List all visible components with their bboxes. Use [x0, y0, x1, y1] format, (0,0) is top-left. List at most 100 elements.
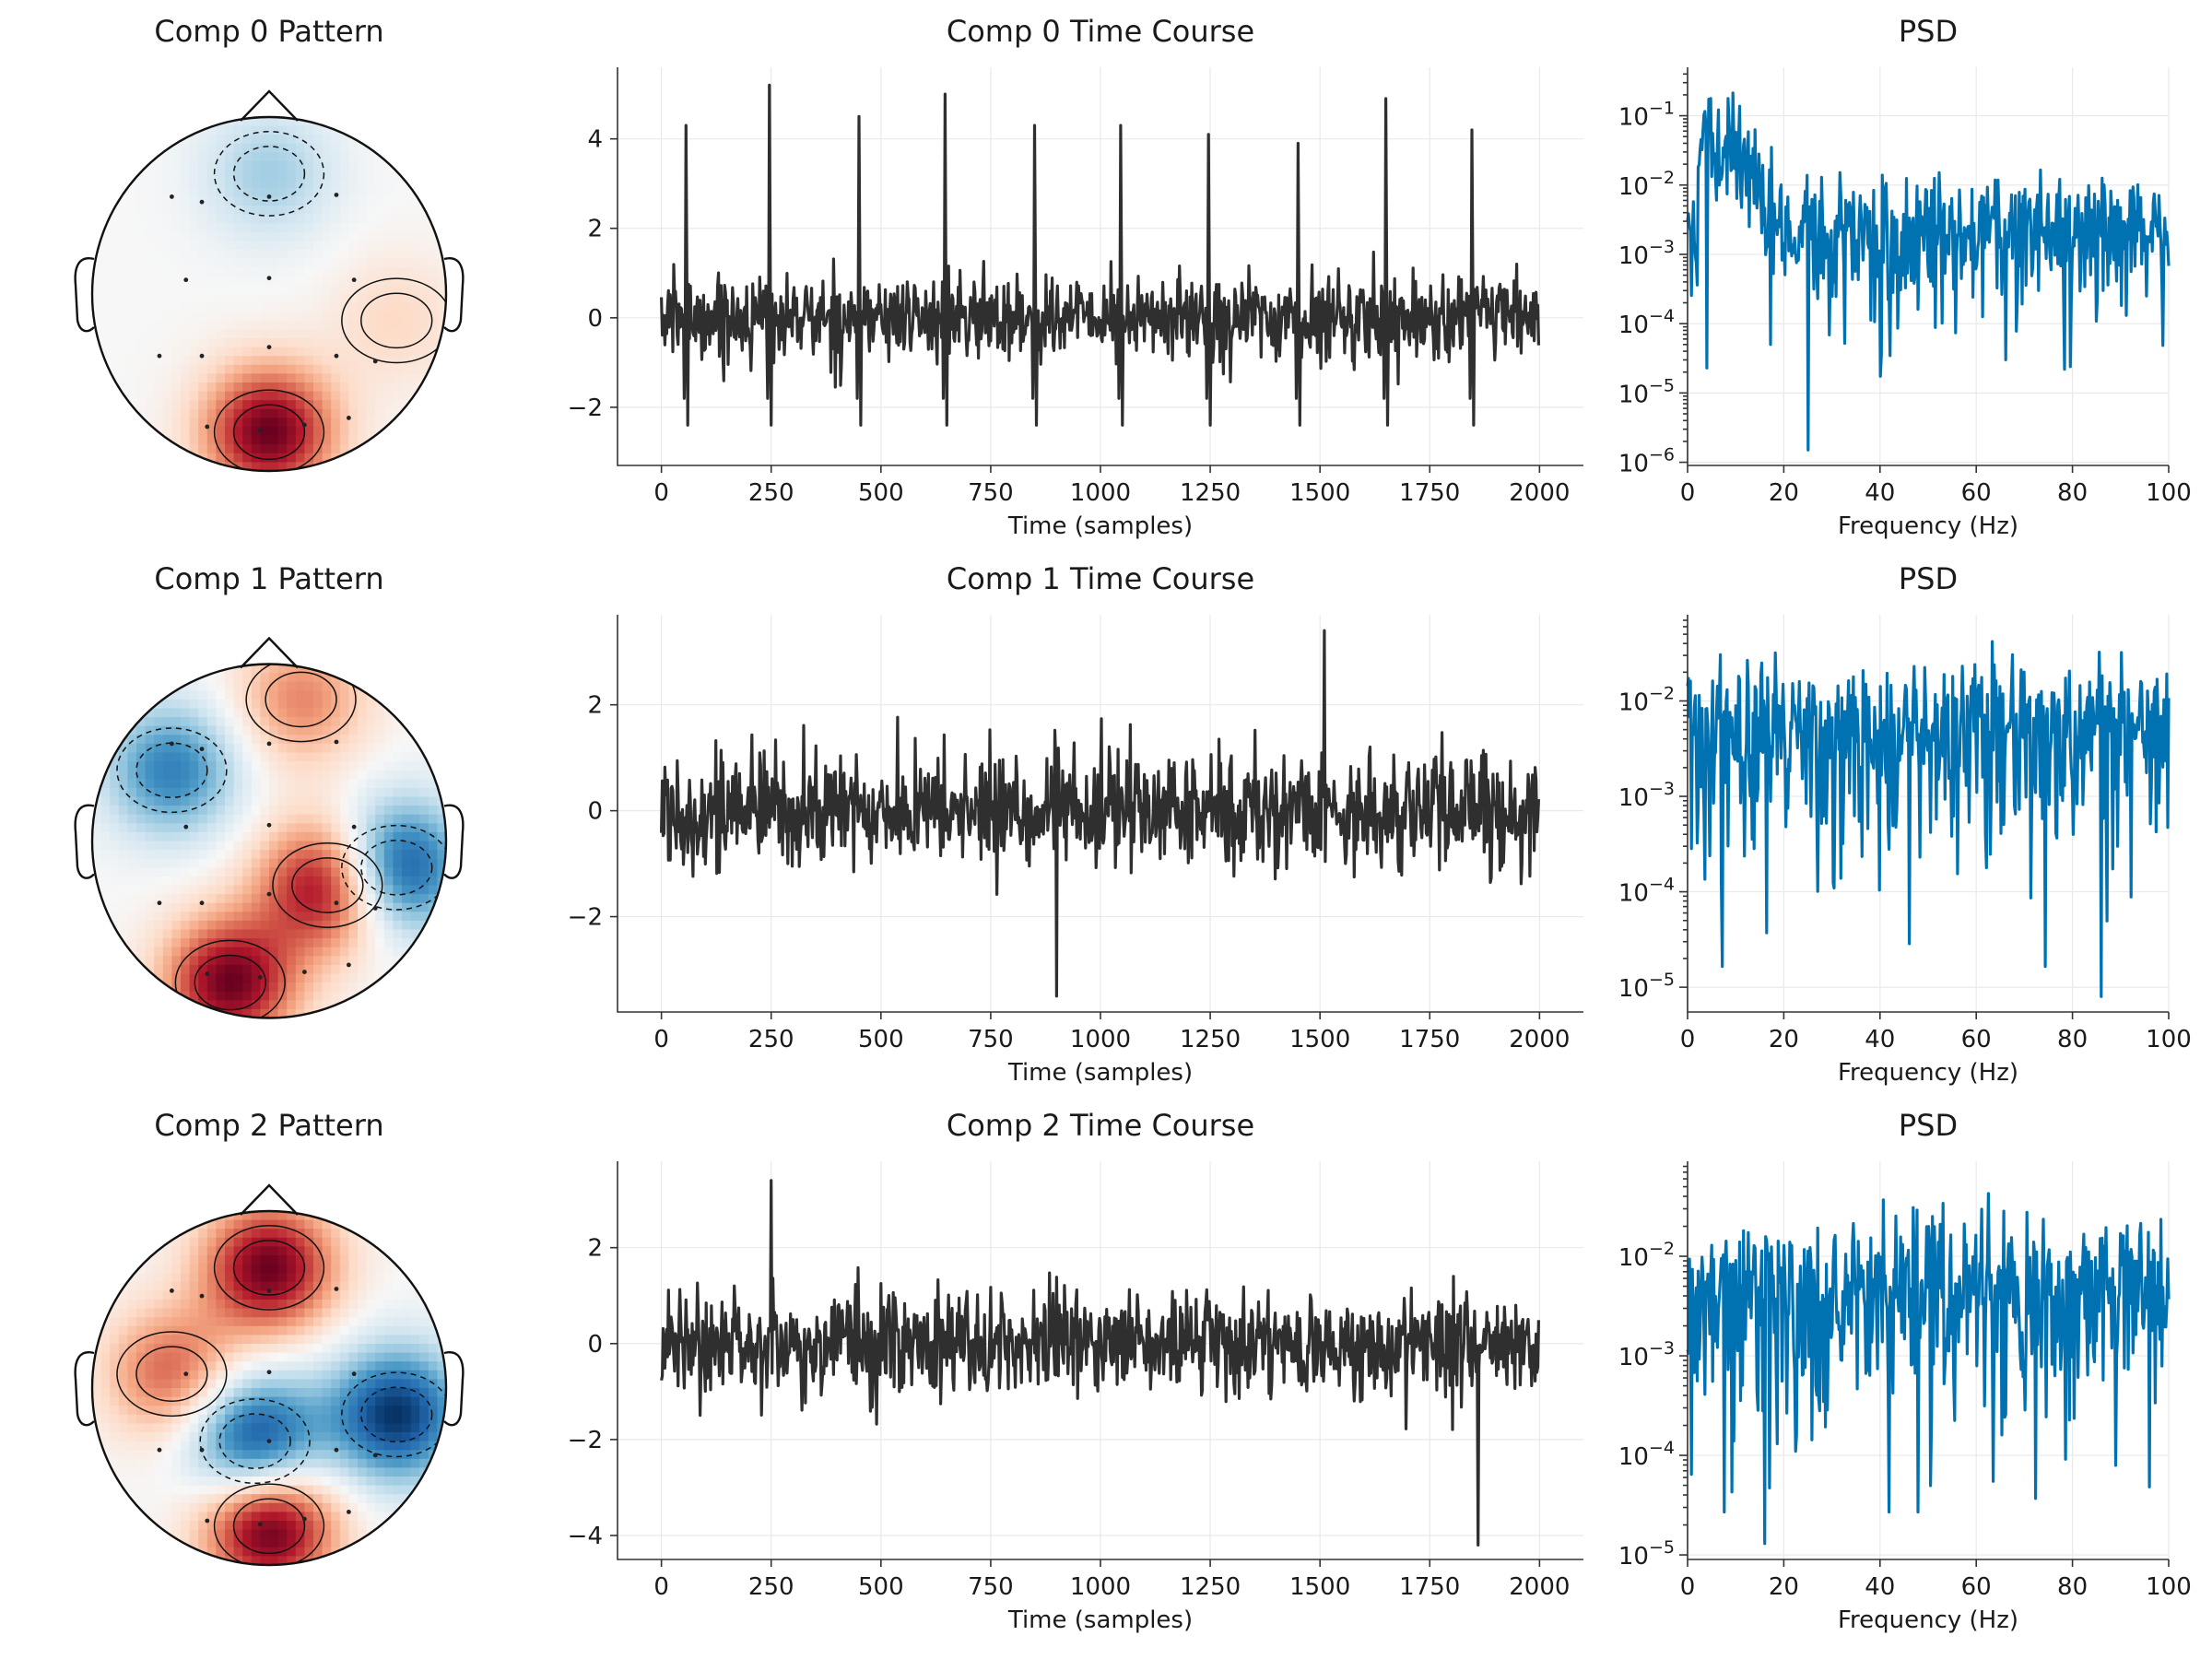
topomap-cell	[171, 938, 182, 948]
topomap-cell	[322, 1229, 332, 1239]
topomap-cell	[206, 690, 217, 700]
topomap-cell	[428, 196, 438, 206]
topomap-cell	[189, 152, 199, 162]
topomap-cell	[251, 1246, 261, 1256]
topomap-cell	[269, 1352, 279, 1362]
topomap-cell	[331, 1317, 341, 1327]
topomap-cell	[233, 161, 243, 171]
topomap-cell	[375, 912, 385, 922]
topomap-cell	[348, 1264, 359, 1274]
topomap-cell	[322, 894, 332, 904]
topomap-cell	[366, 1290, 376, 1300]
topomap-cell	[171, 152, 182, 162]
topomap-cell	[339, 991, 349, 1001]
topomap-cell	[136, 938, 147, 948]
topomap-cell	[375, 302, 385, 312]
topomap-cell	[198, 841, 208, 851]
topomap-cell	[419, 356, 429, 366]
topomap-cell	[145, 258, 155, 268]
topomap-cell	[127, 902, 137, 912]
topomap-cell	[225, 356, 235, 366]
topomap-cell	[181, 117, 191, 127]
topomap-cell	[225, 1273, 235, 1283]
topomap-cell	[225, 850, 235, 860]
topomap-cell	[277, 1423, 288, 1433]
topomap-cell	[225, 408, 235, 418]
topomap-cell	[304, 250, 314, 260]
topomap-cell	[348, 841, 359, 851]
topomap-cell	[348, 850, 359, 860]
topomap-cell	[393, 1219, 403, 1230]
topomap-cell	[277, 329, 288, 339]
topomap-cell	[127, 831, 137, 842]
topomap-cell	[269, 135, 279, 145]
topomap-cell	[100, 1246, 111, 1256]
topomap-cell	[277, 699, 288, 710]
topomap-cell	[189, 1494, 199, 1504]
topomap-cell	[145, 787, 155, 798]
topomap-cell	[410, 214, 420, 224]
topomap-cell	[118, 418, 128, 428]
topomap-cell	[331, 1370, 341, 1380]
topomap-cell	[181, 912, 191, 922]
topomap-cell	[100, 982, 111, 993]
topomap-cell	[233, 1423, 243, 1433]
topomap-cell	[198, 1281, 208, 1291]
topomap-cell	[428, 1229, 438, 1239]
topomap-cell	[419, 894, 429, 904]
topomap-cell	[136, 223, 147, 233]
topomap-cell	[181, 294, 191, 304]
topomap-cell	[154, 956, 164, 966]
topomap-cell	[331, 1458, 341, 1468]
topomap-cell	[92, 285, 102, 295]
topomap-cell	[92, 1370, 102, 1380]
topomap-cell	[348, 885, 359, 895]
topomap-cell	[171, 373, 182, 383]
topomap-cell	[437, 1441, 446, 1451]
topomap-cell	[322, 1494, 332, 1504]
topomap-cell	[251, 1317, 261, 1327]
topomap-cell	[348, 1458, 359, 1468]
topomap-cell	[277, 179, 288, 189]
topomap-cell	[198, 1379, 208, 1389]
topomap-cell	[287, 267, 297, 277]
topomap-cell	[304, 1317, 314, 1327]
topomap-cell	[331, 1494, 341, 1504]
topomap-cell	[269, 673, 279, 683]
topomap-cell	[171, 920, 182, 931]
topomap-cell	[233, 902, 243, 912]
topomap-cell	[295, 1485, 305, 1495]
topomap-cell	[198, 267, 208, 277]
x-tick-label: 1500	[1289, 479, 1350, 507]
topomap-cell	[162, 170, 172, 180]
topomap-cell	[171, 294, 182, 304]
topomap-cell	[375, 1281, 385, 1291]
topomap-cell	[428, 1529, 438, 1539]
topomap-cell	[287, 170, 297, 180]
topomap-cell	[162, 418, 172, 428]
topomap-cell	[437, 699, 446, 710]
topomap-cell	[233, 964, 243, 975]
topomap-cell	[366, 885, 376, 895]
topomap-cell	[162, 1467, 172, 1477]
topomap-cell	[348, 1352, 359, 1362]
topomap-cell	[92, 170, 102, 180]
topomap-cell	[393, 991, 403, 1001]
topomap-cell	[331, 1008, 341, 1018]
topomap-cell	[145, 1406, 155, 1416]
topomap-cell	[375, 179, 385, 189]
topomap-cell	[410, 831, 420, 842]
topomap-cell	[136, 1423, 147, 1433]
topomap-cell	[206, 356, 217, 366]
topomap-cell	[162, 973, 172, 983]
topomap-cell	[322, 312, 332, 322]
topomap-cell	[242, 206, 253, 216]
topomap-cell	[162, 1255, 172, 1265]
topomap-cell	[322, 1281, 332, 1291]
topomap-cell	[358, 1008, 368, 1018]
topomap-cell	[154, 250, 164, 260]
topomap-cell	[295, 806, 305, 816]
topomap-cell	[206, 858, 217, 868]
topomap-cell	[206, 302, 217, 312]
topomap-cell	[171, 947, 182, 957]
